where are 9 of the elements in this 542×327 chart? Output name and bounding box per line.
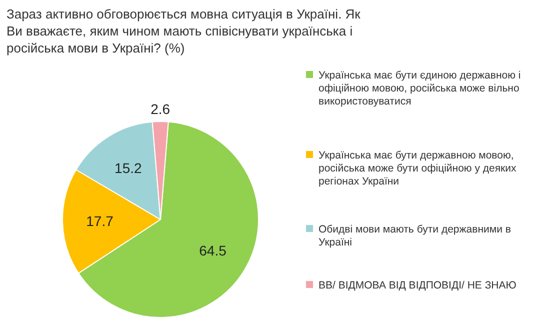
data-label: 17.7 bbox=[86, 212, 114, 229]
legend-label: Українська має бути державною мовою, російська може бути офіційною у деяких регіонах України bbox=[318, 150, 518, 188]
data-label: 2.6 bbox=[150, 100, 170, 117]
legend-label: Обидві мови мають бути державними в Україні bbox=[318, 224, 512, 248]
chart-title: Зараз активно обговорюється мовна ситуація в Україні. Як Ви вважаєте, яким чином мають співіснувати українська і російська мови в Україні? (%) bbox=[6, 6, 361, 56]
data-label: 64.5 bbox=[199, 242, 227, 259]
legend-label: ВВ/ ВІДМОВА ВІД ВІДПОВІДІ/ НЕ ЗНАЮ bbox=[318, 280, 517, 292]
legend-label: Українська має бути єдиною державною і офіційною мовою, російська може вільно використовуватися bbox=[318, 70, 521, 108]
data-label: 15.2 bbox=[114, 160, 142, 176]
